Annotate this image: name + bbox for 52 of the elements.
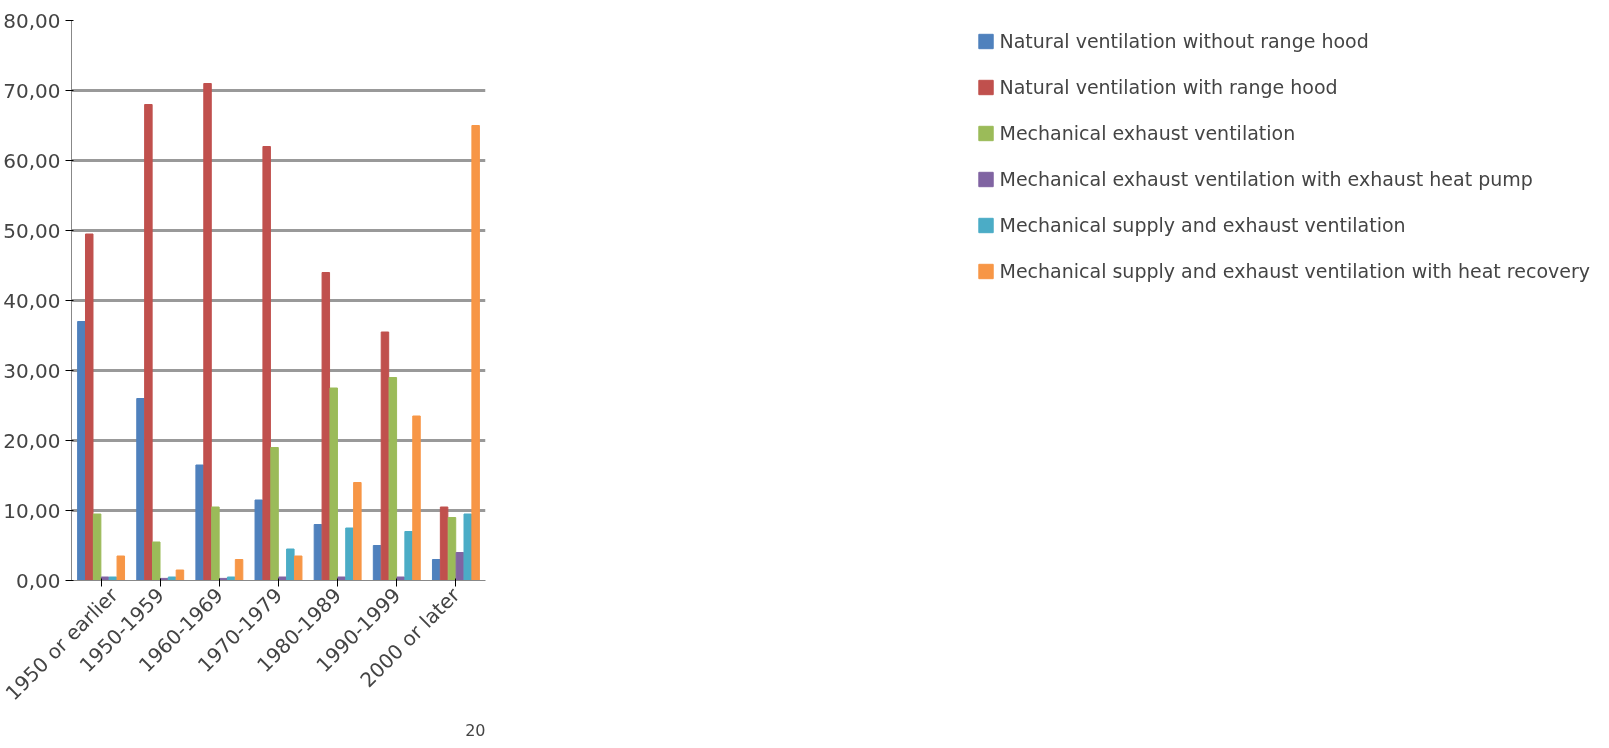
bar bbox=[293, 555, 303, 581]
text: 20 bbox=[465, 720, 486, 740]
bar bbox=[431, 559, 441, 581]
bar bbox=[254, 499, 264, 581]
bar bbox=[412, 415, 421, 581]
bar bbox=[144, 104, 153, 581]
bar bbox=[463, 513, 472, 581]
y-tick-label: 60,00 bbox=[3, 148, 61, 173]
legend-label: Natural ventilation with range hood bbox=[999, 76, 1338, 98]
bar bbox=[226, 576, 236, 581]
bar bbox=[270, 447, 279, 581]
y-tick-label: 50,00 bbox=[3, 218, 61, 243]
bar bbox=[211, 506, 220, 581]
bar bbox=[136, 398, 145, 581]
bar bbox=[345, 527, 354, 581]
bar bbox=[77, 321, 86, 581]
legend-label: Mechanical supply and exhaust ventilation bbox=[999, 214, 1406, 236]
bar bbox=[321, 272, 331, 581]
bar bbox=[85, 233, 94, 581]
bar bbox=[195, 464, 204, 581]
bar bbox=[203, 83, 212, 581]
y-tick-label: 10,00 bbox=[3, 498, 61, 523]
bar bbox=[439, 506, 449, 581]
y-tick-label: 40,00 bbox=[3, 288, 61, 313]
legend-label: Natural ventilation without range hood bbox=[999, 30, 1369, 52]
y-tick-label: 0,00 bbox=[15, 568, 61, 593]
bar bbox=[353, 482, 362, 581]
bar bbox=[92, 513, 102, 581]
legend-label: Mechanical exhaust ventilation with exhaust heat pump bbox=[999, 168, 1533, 190]
bar bbox=[167, 576, 177, 581]
bar bbox=[471, 125, 480, 581]
bar bbox=[388, 377, 398, 581]
legend-label: Mechanical supply and exhaust ventilation with heat recovery bbox=[999, 260, 1590, 282]
bar bbox=[152, 541, 161, 581]
bar bbox=[455, 552, 465, 581]
bar bbox=[116, 555, 126, 581]
bar bbox=[286, 548, 295, 581]
bar bbox=[278, 576, 287, 581]
bar bbox=[262, 146, 271, 581]
bar bbox=[404, 531, 413, 581]
bar bbox=[396, 576, 405, 581]
bar bbox=[234, 559, 244, 581]
y-tick-label: 30,00 bbox=[3, 358, 61, 383]
bar bbox=[175, 569, 185, 581]
bar bbox=[337, 576, 346, 581]
y-tick-label: 20,00 bbox=[3, 428, 61, 453]
bar bbox=[372, 545, 382, 581]
legend-label: Mechanical exhaust ventilation bbox=[999, 122, 1296, 144]
bar bbox=[329, 387, 338, 581]
bar bbox=[100, 576, 110, 581]
y-tick-label: 80,00 bbox=[3, 8, 61, 33]
y-tick-label: 70,00 bbox=[3, 78, 61, 103]
